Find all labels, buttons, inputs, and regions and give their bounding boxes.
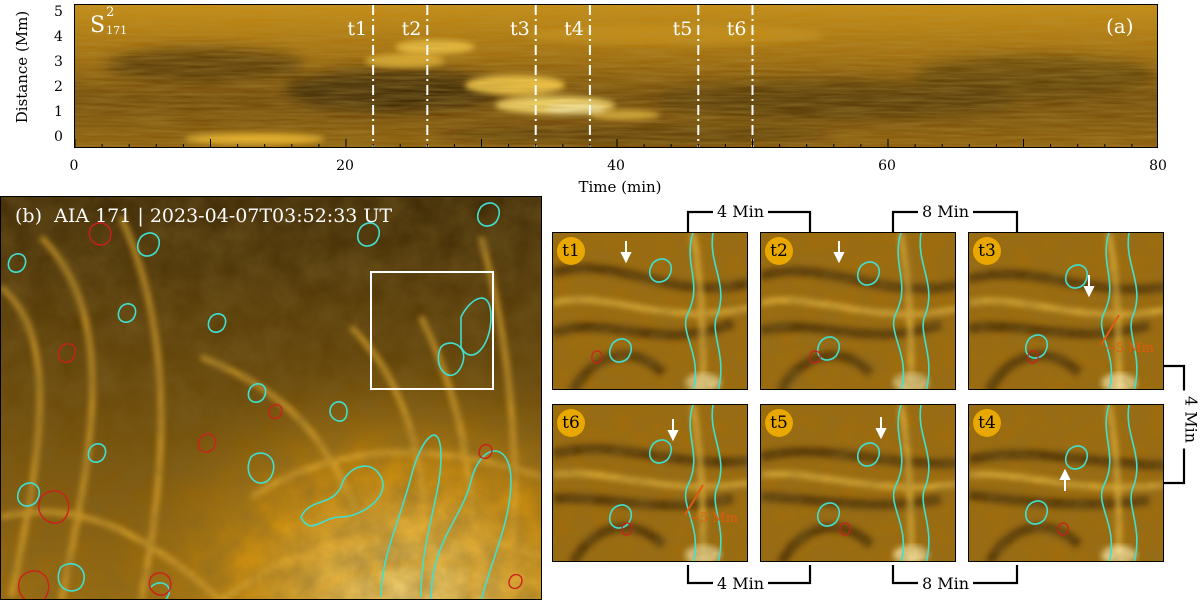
plot-image	[75, 5, 1157, 147]
x-tick-labels: 0 20 40 60 80	[0, 158, 1200, 178]
panel-a-label: (a)	[1106, 14, 1134, 38]
y-tick-labels: 0 1 2 3 4 5	[54, 0, 70, 160]
scale-label: ~5 Mm	[1105, 341, 1154, 356]
bracket-label-right: 4 Min	[1181, 390, 1200, 449]
marker-label-t2: t2	[402, 18, 422, 40]
series-label-sub: 171	[106, 24, 128, 37]
y-tick-label: 2	[54, 79, 63, 95]
inset-image	[969, 405, 1163, 561]
panel-b-image: (b) AIA 171 | 2023-04-07T03:52:33 UT	[0, 196, 542, 600]
y-tick-label: 3	[54, 54, 63, 70]
x-tick-label: 60	[878, 158, 896, 174]
y-axis-label: Distance (Mm)	[13, 10, 31, 124]
time-distance-plot: t1 t2 t3 t4 t5 t6	[74, 4, 1158, 148]
inset-badge: t5	[765, 409, 793, 437]
inset-badge: t3	[973, 237, 1001, 265]
x-tick-label: 20	[336, 158, 354, 174]
bracket-label-top-right: 8 Min	[918, 202, 974, 221]
inset-image	[969, 233, 1163, 389]
marker-label-t3: t3	[510, 18, 530, 40]
pointer-arrow	[833, 241, 845, 264]
marker-label-t4: t4	[564, 18, 584, 40]
panel-b-title: (b) AIA 171 | 2023-04-07T03:52:33 UT	[15, 205, 392, 227]
scale-line	[1100, 314, 1120, 346]
pointer-arrow	[1083, 275, 1095, 298]
inset-badge: t6	[557, 409, 585, 437]
inset-t6: t6 ~5 Mm	[552, 404, 748, 562]
y-tick-label: 5	[54, 4, 63, 20]
scale-label: ~5 Mm	[689, 511, 738, 526]
inset-t2: t2	[760, 232, 956, 390]
x-tick-label: 80	[1149, 158, 1167, 174]
panel-b-label: (b)	[15, 205, 42, 227]
bracket-label-bottom-left: 4 Min	[713, 574, 769, 593]
marker-label-t5: t5	[673, 18, 693, 40]
bracket-label-bottom-right: 8 Min	[918, 574, 974, 593]
x-axis-label: Time (min)	[578, 178, 662, 196]
series-label-main: S	[90, 13, 106, 38]
inset-t3: t3 ~5 Mm	[968, 232, 1164, 390]
series-label: S 2 171	[90, 5, 127, 38]
pointer-arrow	[620, 241, 632, 264]
marker-label-t6: t6	[727, 18, 747, 40]
x-tick-label: 0	[69, 158, 79, 174]
inset-badge: t2	[765, 237, 793, 265]
y-tick-label: 4	[54, 29, 63, 45]
series-label-sup: 2	[106, 5, 115, 20]
aia-171-image	[1, 197, 541, 599]
pointer-arrow	[875, 417, 887, 440]
inset-t4: t4	[968, 404, 1164, 562]
panel-b-title-text: AIA 171 | 2023-04-07T03:52:33 UT	[54, 205, 393, 227]
inset-image	[761, 405, 955, 561]
inset-t5: t5	[760, 404, 956, 562]
inset-image	[553, 233, 747, 389]
inset-image	[761, 233, 955, 389]
inset-badge: t1	[557, 237, 585, 265]
marker-label-t1: t1	[347, 18, 367, 40]
inset-image	[553, 405, 747, 561]
bracket-label-top-left: 4 Min	[713, 202, 769, 221]
y-tick-label: 1	[54, 104, 63, 120]
time-markers: t1 t2 t3 t4 t5 t6	[75, 5, 1133, 147]
inset-badge: t4	[973, 409, 1001, 437]
inset-t1: t1	[552, 232, 748, 390]
y-tick-label: 0	[54, 129, 63, 145]
pointer-arrow	[1059, 468, 1071, 491]
x-tick-label: 40	[607, 158, 625, 174]
pointer-arrow	[667, 419, 679, 442]
panel-a: Distance (Mm) 0 1 2 3 4 5	[0, 0, 1200, 200]
zoom-box	[370, 271, 494, 390]
scale-line	[684, 484, 704, 516]
